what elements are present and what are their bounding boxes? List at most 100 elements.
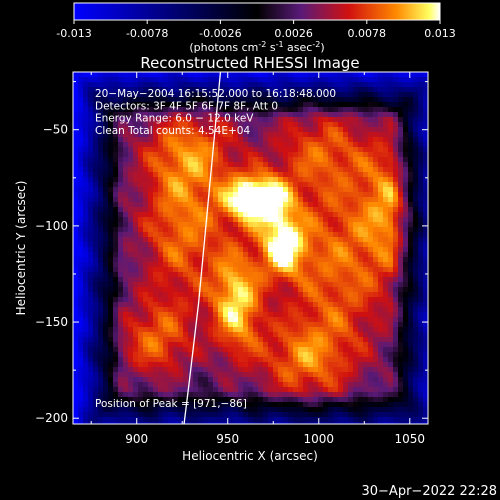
heatmap-cell: [318, 267, 324, 273]
heatmap-cell: [318, 302, 324, 308]
heatmap-cell: [178, 162, 184, 168]
heatmap-cell: [93, 272, 99, 278]
heatmap-cell: [143, 407, 149, 413]
heatmap-cell: [418, 202, 424, 208]
heatmap-cell: [378, 137, 384, 143]
heatmap-cell: [423, 147, 428, 153]
heatmap-cell: [333, 282, 339, 288]
heatmap-cell: [128, 357, 134, 363]
heatmap-cell: [218, 162, 224, 168]
heatmap-cell: [273, 207, 279, 213]
heatmap-cell: [203, 77, 209, 83]
heatmap-cell: [233, 412, 239, 418]
heatmap-cell: [333, 77, 339, 83]
heatmap-cell: [233, 147, 239, 153]
heatmap-cell: [348, 162, 354, 168]
heatmap-cell: [148, 147, 154, 153]
heatmap-cell: [88, 252, 94, 258]
heatmap-cell: [293, 137, 299, 143]
heatmap-cell: [133, 97, 139, 103]
heatmap-cell: [128, 312, 134, 318]
heatmap-cell: [198, 102, 204, 108]
heatmap-cell: [343, 412, 349, 418]
heatmap-cell: [298, 177, 304, 183]
heatmap-cell: [418, 207, 424, 213]
heatmap-cell: [308, 162, 314, 168]
heatmap-cell: [123, 347, 129, 353]
heatmap-cell: [118, 112, 124, 118]
heatmap-cell: [128, 302, 134, 308]
heatmap-cell: [378, 147, 384, 153]
heatmap-cell: [108, 167, 114, 173]
heatmap-cell: [138, 77, 144, 83]
heatmap-cell: [118, 122, 124, 128]
heatmap-cell: [123, 322, 129, 328]
heatmap-cell: [273, 317, 279, 323]
heatmap-cell: [353, 207, 359, 213]
heatmap-cell: [113, 402, 119, 408]
heatmap-cell: [193, 87, 199, 93]
heatmap-cell: [343, 267, 349, 273]
heatmap-cell: [228, 357, 234, 363]
heatmap-cell: [333, 247, 339, 253]
heatmap-cell: [193, 232, 199, 238]
heatmap-cell: [278, 392, 284, 398]
heatmap-cell: [248, 257, 254, 263]
heatmap-cell: [303, 82, 309, 88]
heatmap-cell: [213, 197, 219, 203]
heatmap-cell: [193, 267, 199, 273]
heatmap-cell: [328, 327, 334, 333]
heatmap-cell: [398, 102, 404, 108]
heatmap-cell: [188, 387, 194, 393]
heatmap-cell: [373, 72, 379, 78]
heatmap-cell: [348, 382, 354, 388]
heatmap-cell: [228, 157, 234, 163]
heatmap-cell: [233, 182, 239, 188]
heatmap-cell: [158, 202, 164, 208]
heatmap-cell: [173, 227, 179, 233]
heatmap-cell: [288, 337, 294, 343]
heatmap-cell: [208, 232, 214, 238]
heatmap-cell: [388, 227, 394, 233]
heatmap-cell: [103, 387, 109, 393]
heatmap-cell: [418, 322, 424, 328]
heatmap-cell: [248, 382, 254, 388]
heatmap-cell: [243, 77, 249, 83]
heatmap-cell: [388, 312, 394, 318]
heatmap-cell: [108, 227, 114, 233]
heatmap-cell: [128, 407, 134, 413]
heatmap-cell: [253, 287, 259, 293]
heatmap-cell: [223, 322, 229, 328]
heatmap-cell: [103, 352, 109, 358]
heatmap-cell: [108, 307, 114, 313]
heatmap-cell: [378, 207, 384, 213]
heatmap-cell: [328, 382, 334, 388]
heatmap-cell: [103, 222, 109, 228]
heatmap-cell: [218, 262, 224, 268]
heatmap-cell: [108, 407, 114, 413]
heatmap-cell: [128, 142, 134, 148]
heatmap-cell: [218, 347, 224, 353]
heatmap-cell: [333, 122, 339, 128]
heatmap-cell: [373, 77, 379, 83]
heatmap-cell: [423, 227, 428, 233]
heatmap-cell: [323, 82, 329, 88]
heatmap-cell: [423, 282, 428, 288]
heatmap-cell: [323, 107, 329, 113]
heatmap-cell: [203, 337, 209, 343]
heatmap-cell: [318, 337, 324, 343]
heatmap-cell: [288, 377, 294, 383]
heatmap-cell: [318, 317, 324, 323]
heatmap-cell: [348, 287, 354, 293]
heatmap-cell: [158, 107, 164, 113]
heatmap-cell: [238, 302, 244, 308]
heatmap-cell: [253, 92, 259, 98]
heatmap-cell: [188, 142, 194, 148]
heatmap-cell: [243, 152, 249, 158]
heatmap-cell: [298, 82, 304, 88]
heatmap-cell: [303, 127, 309, 133]
heatmap-cell: [88, 342, 94, 348]
heatmap-cell: [328, 117, 334, 123]
heatmap-cell: [93, 242, 99, 248]
heatmap-cell: [388, 372, 394, 378]
